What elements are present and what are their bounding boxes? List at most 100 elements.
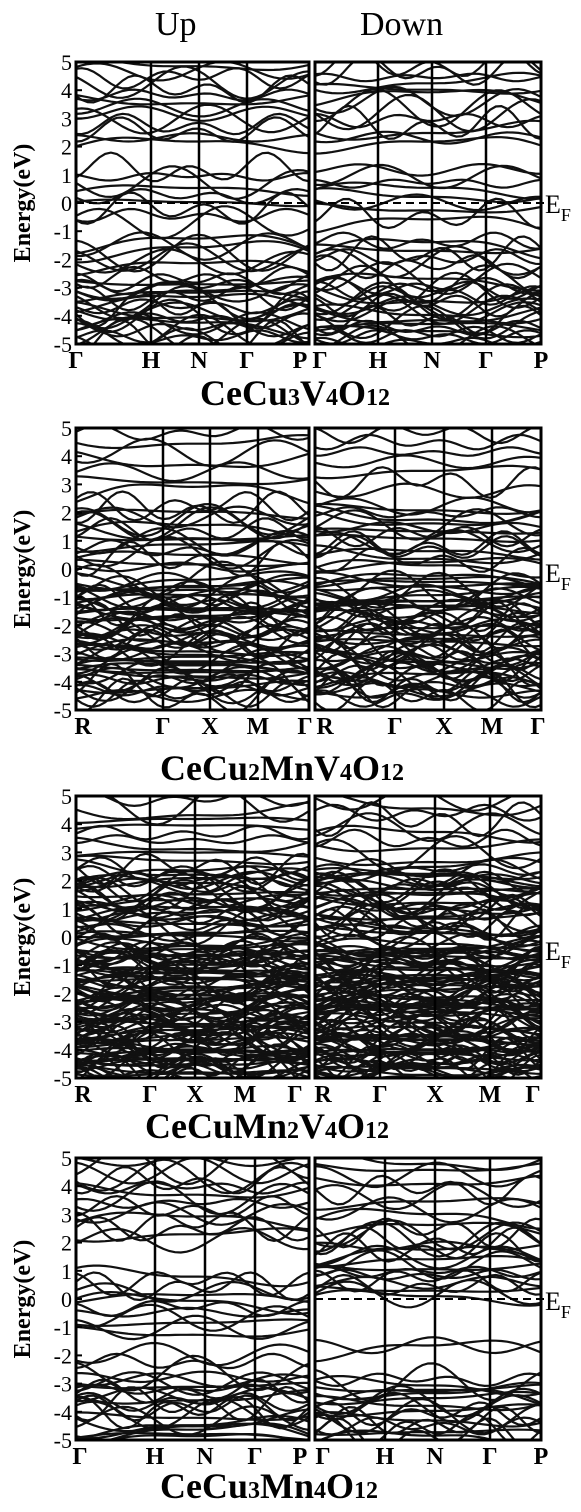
- y-tick-label: 5: [61, 416, 72, 441]
- y-tick-label: -1: [54, 1315, 72, 1340]
- band-line: [315, 321, 541, 332]
- band-line: [315, 521, 541, 535]
- band-line: [76, 852, 309, 886]
- y-tick-label: 4: [61, 78, 72, 103]
- band-line: [76, 285, 309, 312]
- y-tick-label: -4: [54, 1038, 72, 1063]
- band-line: [315, 1043, 541, 1065]
- k-point-label: Γ: [68, 348, 83, 374]
- chart-title-part: O: [352, 748, 380, 788]
- band-line: [76, 606, 309, 614]
- band-line: [76, 893, 309, 909]
- band-line: [315, 851, 541, 867]
- band-line: [76, 231, 309, 261]
- band-line: [76, 240, 309, 264]
- chart-title-part: MnV: [260, 748, 340, 788]
- band-line: [356, 1158, 541, 1172]
- band-line: [315, 1174, 541, 1206]
- band-line: [76, 461, 309, 483]
- band-line: [76, 907, 309, 946]
- band-line: [315, 834, 541, 872]
- chart-title-part: 3: [288, 385, 300, 411]
- band-line: [315, 664, 541, 683]
- band-line: [315, 1221, 541, 1238]
- band-line: [315, 544, 541, 565]
- fermi-label: EF: [545, 190, 571, 225]
- band-line: [315, 1339, 541, 1363]
- band-line: [315, 976, 541, 994]
- y-tick-label: -5: [54, 698, 72, 723]
- y-tick-label: 3: [61, 840, 72, 865]
- band-line: [315, 1428, 541, 1436]
- band-line: [315, 112, 541, 129]
- band-lines: [315, 428, 541, 710]
- band-line: [76, 329, 309, 344]
- band-line: [76, 298, 309, 315]
- band-line: [315, 1265, 541, 1279]
- k-point-label: R: [74, 714, 92, 740]
- chart-title-part: 12: [365, 1118, 389, 1144]
- chart-title-part: 4: [314, 1478, 326, 1504]
- band-line: [76, 940, 309, 964]
- band-line: [330, 324, 538, 344]
- band-line: [315, 1240, 541, 1252]
- band-line: [76, 502, 309, 538]
- k-point-label: X: [201, 714, 219, 740]
- band-lines: [315, 62, 541, 344]
- chart-title-part: CeCu: [200, 373, 288, 413]
- chart-title-part: CeCu: [160, 748, 248, 788]
- k-point-label: N: [196, 1444, 214, 1470]
- band-line: [76, 949, 309, 967]
- band-line: [315, 1268, 541, 1281]
- band-line: [315, 1181, 541, 1211]
- y-tick-label: 4: [61, 812, 72, 837]
- k-point-label: Γ: [312, 348, 327, 374]
- band-line: [76, 517, 309, 542]
- band-line: [315, 85, 541, 118]
- band-line: [76, 1352, 309, 1370]
- band-line: [315, 546, 541, 573]
- band-line: [315, 1381, 541, 1401]
- y-tick-label: 5: [61, 1146, 72, 1171]
- k-point-label: N: [426, 1444, 444, 1470]
- band-line: [76, 1197, 309, 1209]
- band-line: [315, 243, 541, 255]
- band-line: [76, 836, 309, 853]
- band-line: [76, 905, 309, 937]
- k-point-label: X: [435, 714, 453, 740]
- band-line: [76, 870, 309, 891]
- band-line: [76, 1211, 309, 1243]
- band-line: [76, 184, 309, 197]
- y-tick-label: -4: [54, 670, 72, 695]
- band-line: [315, 937, 541, 959]
- band-line: [76, 596, 309, 612]
- band-line: [315, 508, 541, 541]
- k-point-label: H: [146, 1444, 165, 1470]
- y-tick-label: -2: [54, 1343, 72, 1368]
- y-tick-label: -3: [54, 276, 72, 301]
- band-line: [315, 293, 541, 325]
- band-line: [76, 1061, 309, 1078]
- band-line: [76, 483, 309, 505]
- y-tick-label: 0: [61, 1287, 72, 1312]
- band-line: [315, 622, 541, 646]
- k-point-label: Γ: [247, 1444, 262, 1470]
- band-line: [315, 231, 541, 250]
- chart-title-part: 3: [248, 1478, 260, 1504]
- band-line: [315, 88, 541, 107]
- band-line: [76, 1226, 309, 1254]
- band-line: [76, 1030, 309, 1054]
- band-line: [315, 1217, 541, 1249]
- y-tick-label: 3: [61, 106, 72, 131]
- band-line: [315, 1375, 541, 1397]
- band-line: [76, 191, 309, 225]
- y-tick-label: 1: [61, 1259, 72, 1284]
- chart-title-part: O: [337, 1106, 365, 1146]
- band-line: [315, 280, 541, 301]
- fermi-label: EF: [545, 559, 571, 594]
- band-line: [76, 1158, 309, 1195]
- y-axis-label: Energy(eV): [10, 1240, 36, 1359]
- k-point-label: Γ: [525, 1082, 540, 1108]
- band-line: [315, 948, 541, 988]
- band-line: [315, 886, 541, 920]
